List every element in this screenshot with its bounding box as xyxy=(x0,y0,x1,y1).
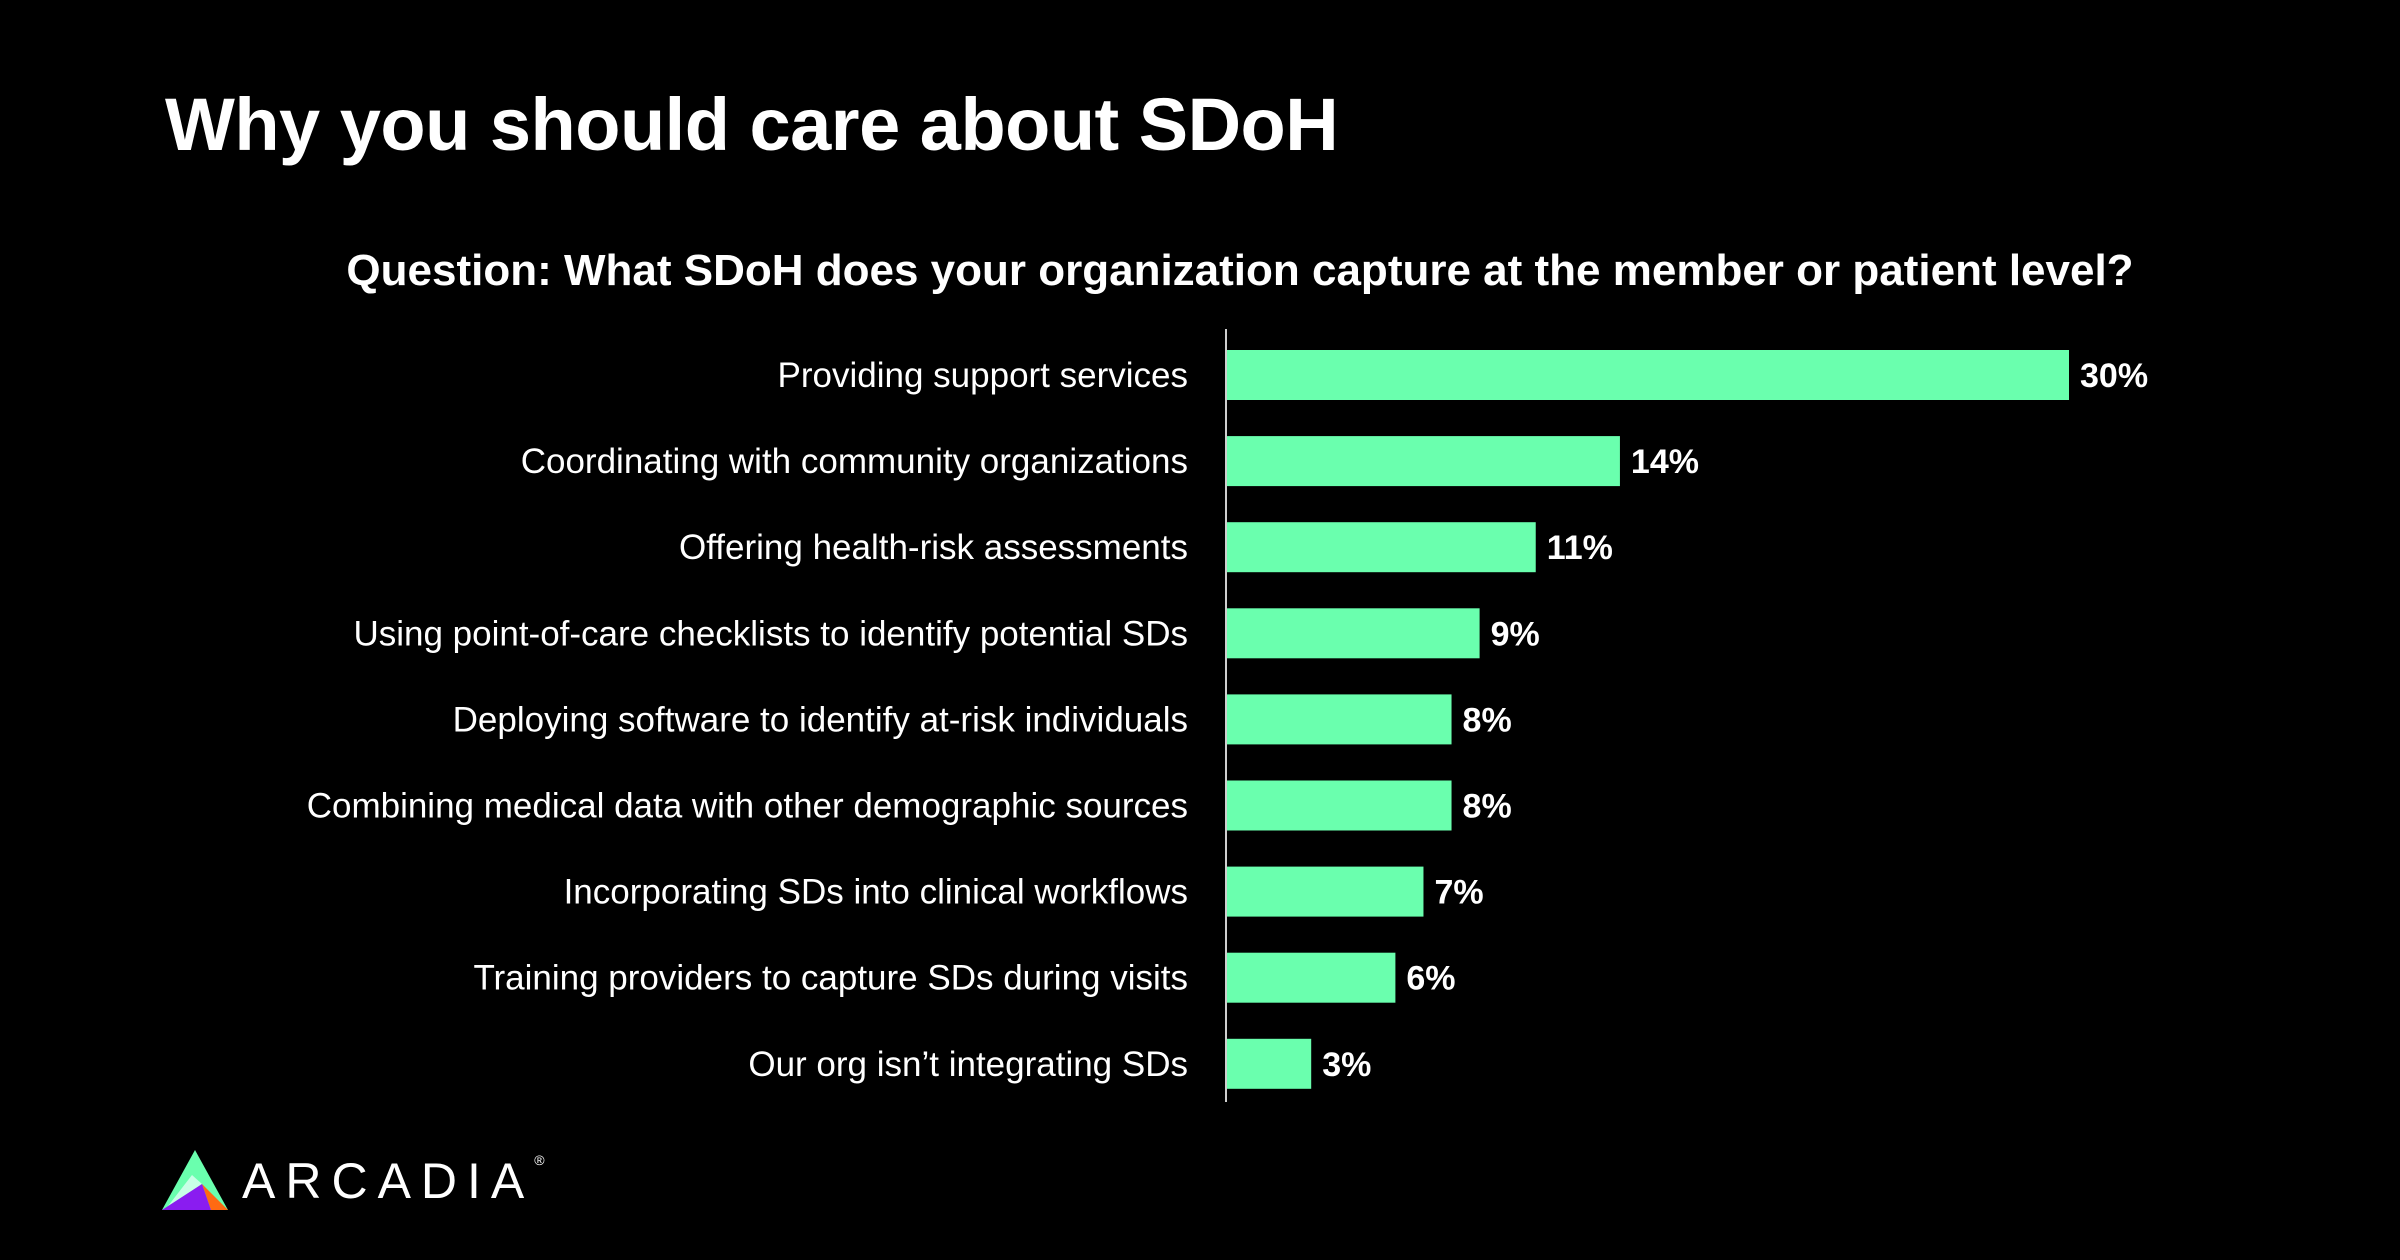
value-label: 30% xyxy=(2080,357,2148,395)
bar xyxy=(1227,866,1424,917)
bar xyxy=(1227,780,1452,831)
value-label: 14% xyxy=(1631,443,1699,481)
arcadia-logo: ARCADIA® xyxy=(162,1150,545,1212)
logo-text: ARCADIA® xyxy=(242,1152,545,1209)
value-label: 3% xyxy=(1322,1046,1371,1084)
category-label: Offering health-risk assessments xyxy=(679,528,1188,567)
category-label: Coordinating with community organization… xyxy=(521,442,1188,481)
bar xyxy=(1227,952,1396,1003)
category-label: Using point-of-care checklists to identi… xyxy=(353,614,1188,653)
value-label: 6% xyxy=(1406,960,1455,998)
bar xyxy=(1227,522,1536,573)
bar xyxy=(1227,350,2069,400)
bar xyxy=(1227,608,1480,659)
value-label: 8% xyxy=(1463,788,1512,826)
bar xyxy=(1227,694,1452,745)
category-label: Deploying software to identify at-risk i… xyxy=(453,700,1188,739)
category-label: Our org isn’t integrating SDs xyxy=(748,1045,1188,1084)
category-label: Providing support services xyxy=(778,356,1188,395)
category-label: Training providers to capture SDs during… xyxy=(473,959,1188,998)
value-label: 7% xyxy=(1434,874,1483,912)
value-label: 9% xyxy=(1491,615,1540,653)
chart-question: Question: What SDoH does your organizati… xyxy=(346,246,2134,295)
value-label: 11% xyxy=(1547,529,1613,567)
value-label: 8% xyxy=(1463,701,1512,739)
page-title: Why you should care about SDoH xyxy=(165,83,1339,166)
category-label: Combining medical data with other demogr… xyxy=(307,787,1188,826)
category-label: Incorporating SDs into clinical workflow… xyxy=(564,873,1188,912)
arcadia-triangle-icon xyxy=(162,1150,228,1210)
bar xyxy=(1227,436,1620,487)
bar xyxy=(1227,1038,1312,1089)
